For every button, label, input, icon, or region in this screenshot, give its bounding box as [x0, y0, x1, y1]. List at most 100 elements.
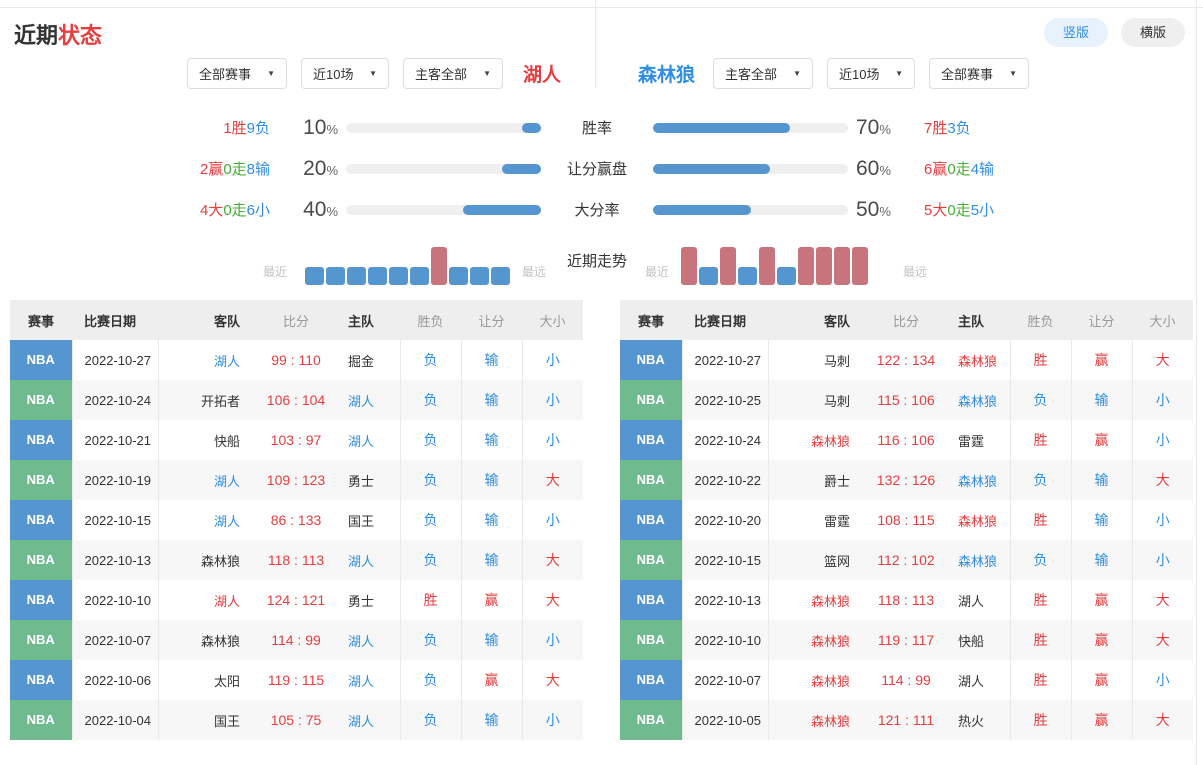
league-badge: NBA	[620, 500, 682, 540]
record-segment: 0走	[223, 202, 247, 219]
win-loss-result: 胜	[1009, 500, 1071, 540]
win-loss-result: 负	[399, 500, 461, 540]
chevron-down-icon: ▼	[1009, 69, 1018, 78]
left-venue-select[interactable]: 主客全部 ▼	[402, 58, 503, 89]
away-team: 国王	[158, 700, 250, 740]
trend-loss-square	[699, 267, 718, 285]
match-date: 2022-10-15	[71, 500, 159, 540]
win-rate-row: 1胜9负 10% 胜率 70% 7胜3负	[0, 107, 1203, 148]
right-record: 5大0走5小	[924, 199, 1203, 220]
league-badge: NBA	[10, 340, 72, 380]
col-score: 比分	[250, 300, 342, 340]
home-team: 森林狼	[958, 513, 998, 529]
record-segment: 7胜	[924, 120, 948, 137]
home-team: 勇士	[348, 593, 375, 609]
handicap-result: 赢	[460, 660, 522, 700]
match-row: NBA 2022-10-05 森林狼 121 : 111 热火胜赢大	[620, 700, 1193, 740]
right-record: 6赢0走4输	[924, 158, 1203, 179]
league-badge: NBA	[620, 420, 682, 460]
match-score: 106 : 104	[250, 380, 342, 420]
col-overunder: 大小	[522, 300, 583, 340]
win-loss-result: 负	[1009, 380, 1071, 420]
handicap-result: 输	[1070, 380, 1132, 420]
horizontal-view-button[interactable]: 横版	[1120, 18, 1185, 47]
right-team-name: 森林狼	[638, 65, 696, 86]
match-row: NBA 2022-10-21 快船 103 : 97 湖人 负输小	[10, 420, 583, 460]
match-date: 2022-10-13	[681, 580, 769, 620]
left-trend-near-label: 最近	[263, 265, 288, 279]
left-range-select[interactable]: 近10场 ▼	[300, 58, 389, 89]
win-loss-result: 负	[1009, 540, 1071, 580]
home-team: 湖人	[342, 620, 400, 660]
right-percent-bar	[653, 122, 848, 133]
left-team-matches-table: 赛事 比赛日期 客队 比分 主队 胜负 让分 大小 NBA 2022-10-27 湖…	[10, 300, 583, 740]
handicap-result: 赢	[1070, 700, 1132, 740]
trend-win-square	[816, 247, 832, 285]
handicap-result: 输	[460, 620, 522, 660]
league-badge: NBA	[620, 460, 682, 500]
match-row: NBA 2022-10-10 森林狼 119 : 117 快船胜赢大	[620, 620, 1193, 660]
right-percent-bar	[653, 163, 848, 174]
match-score: 114 : 99	[881, 672, 931, 688]
away-team: 爵士	[768, 460, 860, 500]
match-score: 108 : 115	[877, 512, 935, 528]
away-team: 森林狼	[768, 620, 860, 660]
col-handicap: 让分	[461, 300, 522, 340]
scrollbar-track[interactable]	[1196, 0, 1197, 765]
right-percent: 70%	[856, 115, 891, 139]
over-under-result: 小	[521, 340, 583, 380]
over-under-result: 大	[1131, 580, 1193, 620]
league-badge: NBA	[620, 700, 682, 740]
handicap-result: 输	[460, 500, 522, 540]
right-range-select[interactable]: 近10场 ▼	[827, 58, 916, 89]
right-venue-select[interactable]: 主客全部 ▼	[713, 58, 814, 89]
over-under-result: 小	[521, 620, 583, 660]
match-score: 115 : 106	[860, 380, 952, 420]
stats-comparison: 1胜9负 10% 胜率 70% 7胜3负 2赢0走8输 20% 让分赢盘 60%…	[0, 107, 1203, 230]
stat-label: 大分率	[574, 202, 620, 219]
league-badge: NBA	[10, 540, 72, 580]
trend-loss-square	[368, 267, 387, 285]
handicap-result: 输	[460, 460, 522, 500]
over-under-rate-row: 4大0走6小 40% 大分率 50% 5大0走5小	[0, 189, 1203, 230]
over-under-result: 小	[1131, 500, 1193, 540]
record-segment: 0走	[947, 161, 971, 178]
match-date: 2022-10-21	[71, 420, 159, 460]
right-competition-select[interactable]: 全部赛事 ▼	[929, 58, 1030, 89]
record-segment: 4输	[970, 161, 995, 178]
win-loss-result: 负	[399, 380, 461, 420]
trend-win-square	[852, 247, 868, 285]
trend-loss-square	[491, 267, 510, 285]
away-team: 森林狼	[768, 700, 860, 740]
col-league: 赛事	[10, 300, 72, 340]
over-under-result: 大	[521, 580, 583, 620]
page-title: 近期状态	[14, 23, 103, 48]
right-trend-squares	[681, 247, 868, 285]
match-score: 86 : 133	[270, 512, 322, 528]
trend-win-square	[759, 247, 775, 285]
away-team: 湖人	[213, 593, 240, 609]
trend-win-square	[720, 247, 736, 285]
handicap-result: 赢	[1070, 580, 1132, 620]
record-segment: 6小	[246, 202, 270, 219]
match-row: NBA 2022-10-13 森林狼 118 : 113 湖人 胜赢大	[620, 580, 1193, 620]
record-segment: 6赢	[924, 161, 948, 178]
match-date: 2022-10-13	[71, 540, 159, 580]
left-team-filters: 全部赛事 ▼ 近10场 ▼ 主客全部 ▼ 湖人	[0, 58, 595, 89]
right-percent: 60%	[856, 156, 891, 180]
home-team: 湖人	[342, 700, 400, 740]
handicap-result: 输	[460, 380, 522, 420]
away-team: 湖人	[213, 353, 240, 369]
match-date: 2022-10-19	[71, 460, 159, 500]
vertical-view-button[interactable]: 竖版	[1043, 18, 1108, 47]
over-under-result: 小	[521, 380, 583, 420]
record-segment: 8输	[246, 161, 270, 178]
over-under-result: 大	[1131, 620, 1193, 660]
match-date: 2022-10-07	[681, 660, 769, 700]
win-loss-result: 负	[399, 460, 461, 500]
home-team: 湖人	[958, 673, 985, 689]
league-badge: NBA	[620, 380, 682, 420]
home-team: 森林狼	[952, 460, 1010, 500]
left-competition-select[interactable]: 全部赛事 ▼	[186, 58, 287, 89]
home-team: 国王	[348, 513, 375, 529]
